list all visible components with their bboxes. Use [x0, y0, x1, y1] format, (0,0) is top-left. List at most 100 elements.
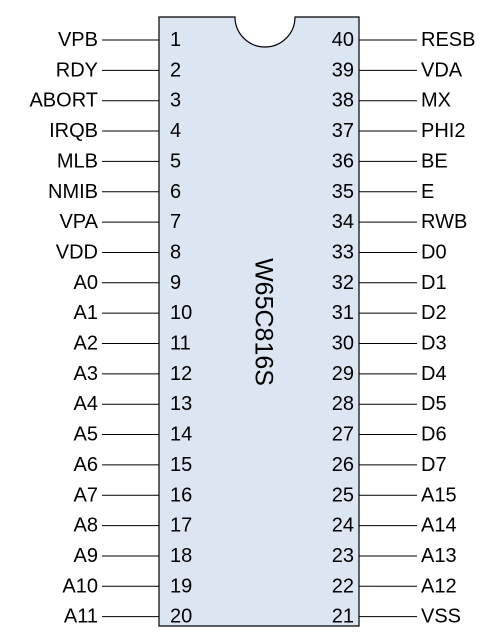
pin-number: 35 — [332, 181, 354, 203]
pin-label: VDD — [56, 241, 98, 263]
pin-number: 15 — [170, 454, 192, 476]
pin-nmib: NMIB 6 — [48, 181, 181, 203]
pin-vdd: VDD 8 — [56, 241, 181, 263]
pin-vpa: VPA 7 — [59, 211, 181, 233]
pin-label: E — [421, 181, 434, 203]
pin-number: 20 — [170, 606, 192, 628]
pin-number: 8 — [170, 241, 181, 263]
pin-number: 36 — [332, 150, 354, 172]
pin-rdy: RDY 2 — [56, 59, 181, 81]
pin-number: 16 — [170, 484, 192, 506]
pin-label: D1 — [421, 272, 447, 294]
pin-label: RDY — [56, 59, 98, 81]
pin-number: 30 — [332, 333, 354, 355]
pin-d6: D6 27 — [332, 424, 447, 446]
pin-number: 23 — [332, 545, 354, 567]
pin-label: MX — [421, 90, 451, 112]
pin-number: 22 — [332, 575, 354, 597]
pin-number: 28 — [332, 393, 354, 415]
pin-irqb: IRQB 4 — [49, 120, 181, 142]
pin-label: IRQB — [49, 120, 98, 142]
pin-label: A7 — [74, 484, 98, 506]
pin-d3: D3 30 — [332, 333, 447, 355]
pin-number: 2 — [170, 59, 181, 81]
pin-label: D7 — [421, 454, 447, 476]
pin-rwb: RWB 34 — [332, 211, 468, 233]
pin-label: RESB — [421, 29, 475, 51]
pin-a1: A1 10 — [74, 302, 193, 324]
pin-vss: VSS 21 — [332, 606, 461, 628]
pin-number: 1 — [170, 29, 181, 51]
pin-number: 26 — [332, 454, 354, 476]
pin-number: 4 — [170, 120, 181, 142]
pin-number: 32 — [332, 272, 354, 294]
pin-d5: D5 28 — [332, 393, 447, 415]
pin-a11: A11 20 — [64, 606, 192, 628]
pin-label: NMIB — [48, 181, 98, 203]
pin-label: RWB — [421, 211, 467, 233]
pin-label: D0 — [421, 241, 447, 263]
pin-label: BE — [421, 150, 448, 172]
pin-a10: A10 19 — [62, 575, 192, 597]
pin-d0: D0 33 — [332, 241, 447, 263]
pin-label: A2 — [74, 333, 98, 355]
pin-label: A1 — [74, 302, 98, 324]
pin-number: 24 — [332, 515, 354, 537]
pin-label: VDA — [421, 59, 463, 81]
pin-label: D4 — [421, 363, 447, 385]
pin-number: 31 — [332, 302, 354, 324]
pin-number: 13 — [170, 393, 192, 415]
pin-be: BE 36 — [332, 150, 448, 172]
pin-a3: A3 12 — [74, 363, 193, 385]
pin-label: ABORT — [29, 90, 98, 112]
pin-label: A8 — [74, 515, 98, 537]
pin-label: D2 — [421, 302, 447, 324]
pin-label: A14 — [421, 515, 457, 537]
pin-a6: A6 15 — [74, 454, 193, 476]
pin-phi2: PHI2 37 — [332, 120, 466, 142]
pin-a13: A13 23 — [332, 545, 457, 567]
pin-number: 14 — [170, 424, 192, 446]
pin-number: 21 — [332, 606, 354, 628]
pin-number: 25 — [332, 484, 354, 506]
pin-label: VPB — [58, 29, 98, 51]
pin-a15: A15 25 — [332, 484, 457, 506]
pin-label: VPA — [59, 211, 98, 233]
pin-a4: A4 13 — [74, 393, 193, 415]
pin-label: A9 — [74, 545, 98, 567]
pin-a2: A2 11 — [74, 333, 191, 355]
pin-label: A6 — [74, 454, 98, 476]
chip-body — [158, 16, 360, 627]
pin-a12: A12 22 — [332, 575, 457, 597]
pin-number: 10 — [170, 302, 192, 324]
pin-label: A15 — [421, 484, 457, 506]
pin-mx: MX 38 — [332, 90, 451, 112]
pin-number: 6 — [170, 181, 181, 203]
pin-mlb: MLB 5 — [57, 150, 181, 172]
pin-number: 29 — [332, 363, 354, 385]
pin-label: A5 — [74, 424, 98, 446]
pin-number: 27 — [332, 424, 354, 446]
pin-a14: A14 24 — [332, 515, 457, 537]
pin-number: 33 — [332, 241, 354, 263]
pin-a5: A5 14 — [74, 424, 193, 446]
pin-number: 38 — [332, 90, 354, 112]
pin-d1: D1 32 — [332, 272, 447, 294]
pin-label: A3 — [74, 363, 98, 385]
pin-number: 11 — [170, 333, 191, 355]
pin-label: D6 — [421, 424, 447, 446]
pin-label: A4 — [74, 393, 98, 415]
pin-label: A12 — [421, 575, 457, 597]
pin-number: 3 — [170, 90, 181, 112]
pin-label: A13 — [421, 545, 457, 567]
pin-number: 5 — [170, 150, 181, 172]
pin-label: A0 — [74, 272, 98, 294]
pin-number: 19 — [170, 575, 192, 597]
pin-number: 9 — [170, 272, 181, 294]
pin-number: 40 — [332, 29, 354, 51]
pin-label: PHI2 — [421, 120, 465, 142]
pin-e: E 35 — [332, 181, 435, 203]
pin-a7: A7 16 — [74, 484, 193, 506]
pin-label: A11 — [64, 606, 98, 628]
